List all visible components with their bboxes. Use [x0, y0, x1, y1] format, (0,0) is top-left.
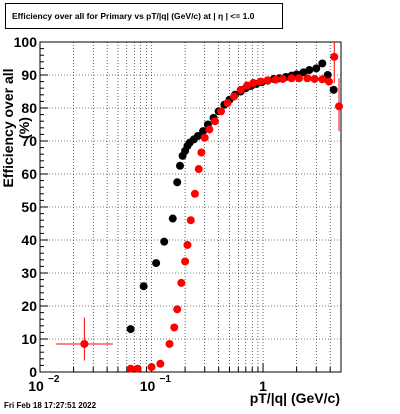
black-data-point: [305, 66, 314, 75]
red-data-point: [330, 52, 339, 61]
y-tick-label: 60: [21, 166, 37, 182]
red-data-point: [249, 78, 258, 87]
y-tick-label: 90: [21, 67, 37, 83]
black-data-point: [318, 59, 327, 68]
red-data-point: [173, 305, 182, 314]
red-data-point: [126, 364, 135, 373]
red-data-point: [156, 359, 165, 368]
black-data-point: [139, 282, 148, 291]
y-tick-label: 20: [21, 298, 37, 314]
red-data-point: [294, 74, 303, 83]
red-data-point: [236, 85, 245, 94]
red-data-point: [197, 148, 206, 157]
chart-title: Efficiency over all for Primary vs pT/|q…: [12, 11, 255, 21]
y-tick-label: 10: [21, 331, 37, 347]
red-data-point: [303, 74, 312, 83]
red-data-point: [183, 240, 192, 249]
x-tick-label-1e-2-exponent: −2: [48, 374, 60, 385]
x-axis-label: pT/|q| (GeV/c): [249, 390, 340, 406]
black-data-point: [168, 214, 177, 223]
black-data-point: [152, 259, 161, 268]
red-data-point: [310, 74, 319, 83]
black-data-point: [173, 178, 182, 187]
black-data-point: [175, 161, 184, 170]
red-data-point: [190, 189, 199, 198]
x-tick-label-1e-1-exponent: −1: [160, 374, 172, 385]
y-tick-label: 100: [14, 34, 38, 50]
red-data-point: [177, 278, 186, 287]
black-data-point: [193, 132, 202, 141]
red-data-point: [223, 99, 232, 108]
black-data-point: [126, 325, 135, 334]
red-data-point: [200, 133, 209, 142]
y-axis-label: Efficiency over all (%): [0, 68, 32, 188]
red-data-point: [194, 165, 203, 174]
timestamp-footer: Fri Feb 18 17:27:51 2022: [4, 401, 97, 410]
red-data-point: [181, 257, 190, 266]
red-data-point: [133, 364, 142, 373]
black-data-point: [329, 85, 338, 94]
red-data-point: [170, 323, 179, 332]
x-tick-label-1e-2: 10: [28, 378, 44, 394]
black-data-point: [199, 127, 208, 136]
red-data-point: [80, 339, 89, 348]
y-tick-label: 30: [21, 265, 37, 281]
red-data-point: [271, 75, 280, 84]
y-tick-label: 50: [21, 199, 37, 215]
red-data-point: [263, 76, 272, 85]
y-tick-label: 80: [21, 100, 37, 116]
black-data-point: [323, 71, 332, 79]
x-tick-label-1: 1: [259, 378, 267, 394]
red-data-point: [318, 75, 327, 84]
red-data-point: [147, 363, 156, 372]
y-tick-label: 0: [29, 364, 37, 380]
x-tick-label-1e-1: 10: [140, 378, 156, 394]
red-data-point: [243, 81, 252, 90]
red-data-point: [205, 125, 214, 134]
red-data-point: [335, 102, 344, 111]
plot-frame: [39, 41, 342, 373]
red-data-point: [256, 77, 265, 86]
chart-title-box: Efficiency over all for Primary vs pT/|q…: [5, 3, 283, 29]
y-tick-label: 70: [21, 133, 37, 149]
red-data-point: [217, 107, 226, 116]
red-data-point: [278, 74, 287, 83]
black-data-point: [160, 237, 169, 246]
red-data-point: [287, 74, 296, 83]
red-data-point: [230, 92, 239, 101]
red-data-point: [165, 339, 174, 348]
red-data-point: [186, 216, 195, 225]
red-data-point: [324, 77, 333, 86]
red-data-point: [210, 117, 219, 126]
y-tick-label: 40: [21, 232, 37, 248]
black-data-point: [312, 64, 321, 73]
